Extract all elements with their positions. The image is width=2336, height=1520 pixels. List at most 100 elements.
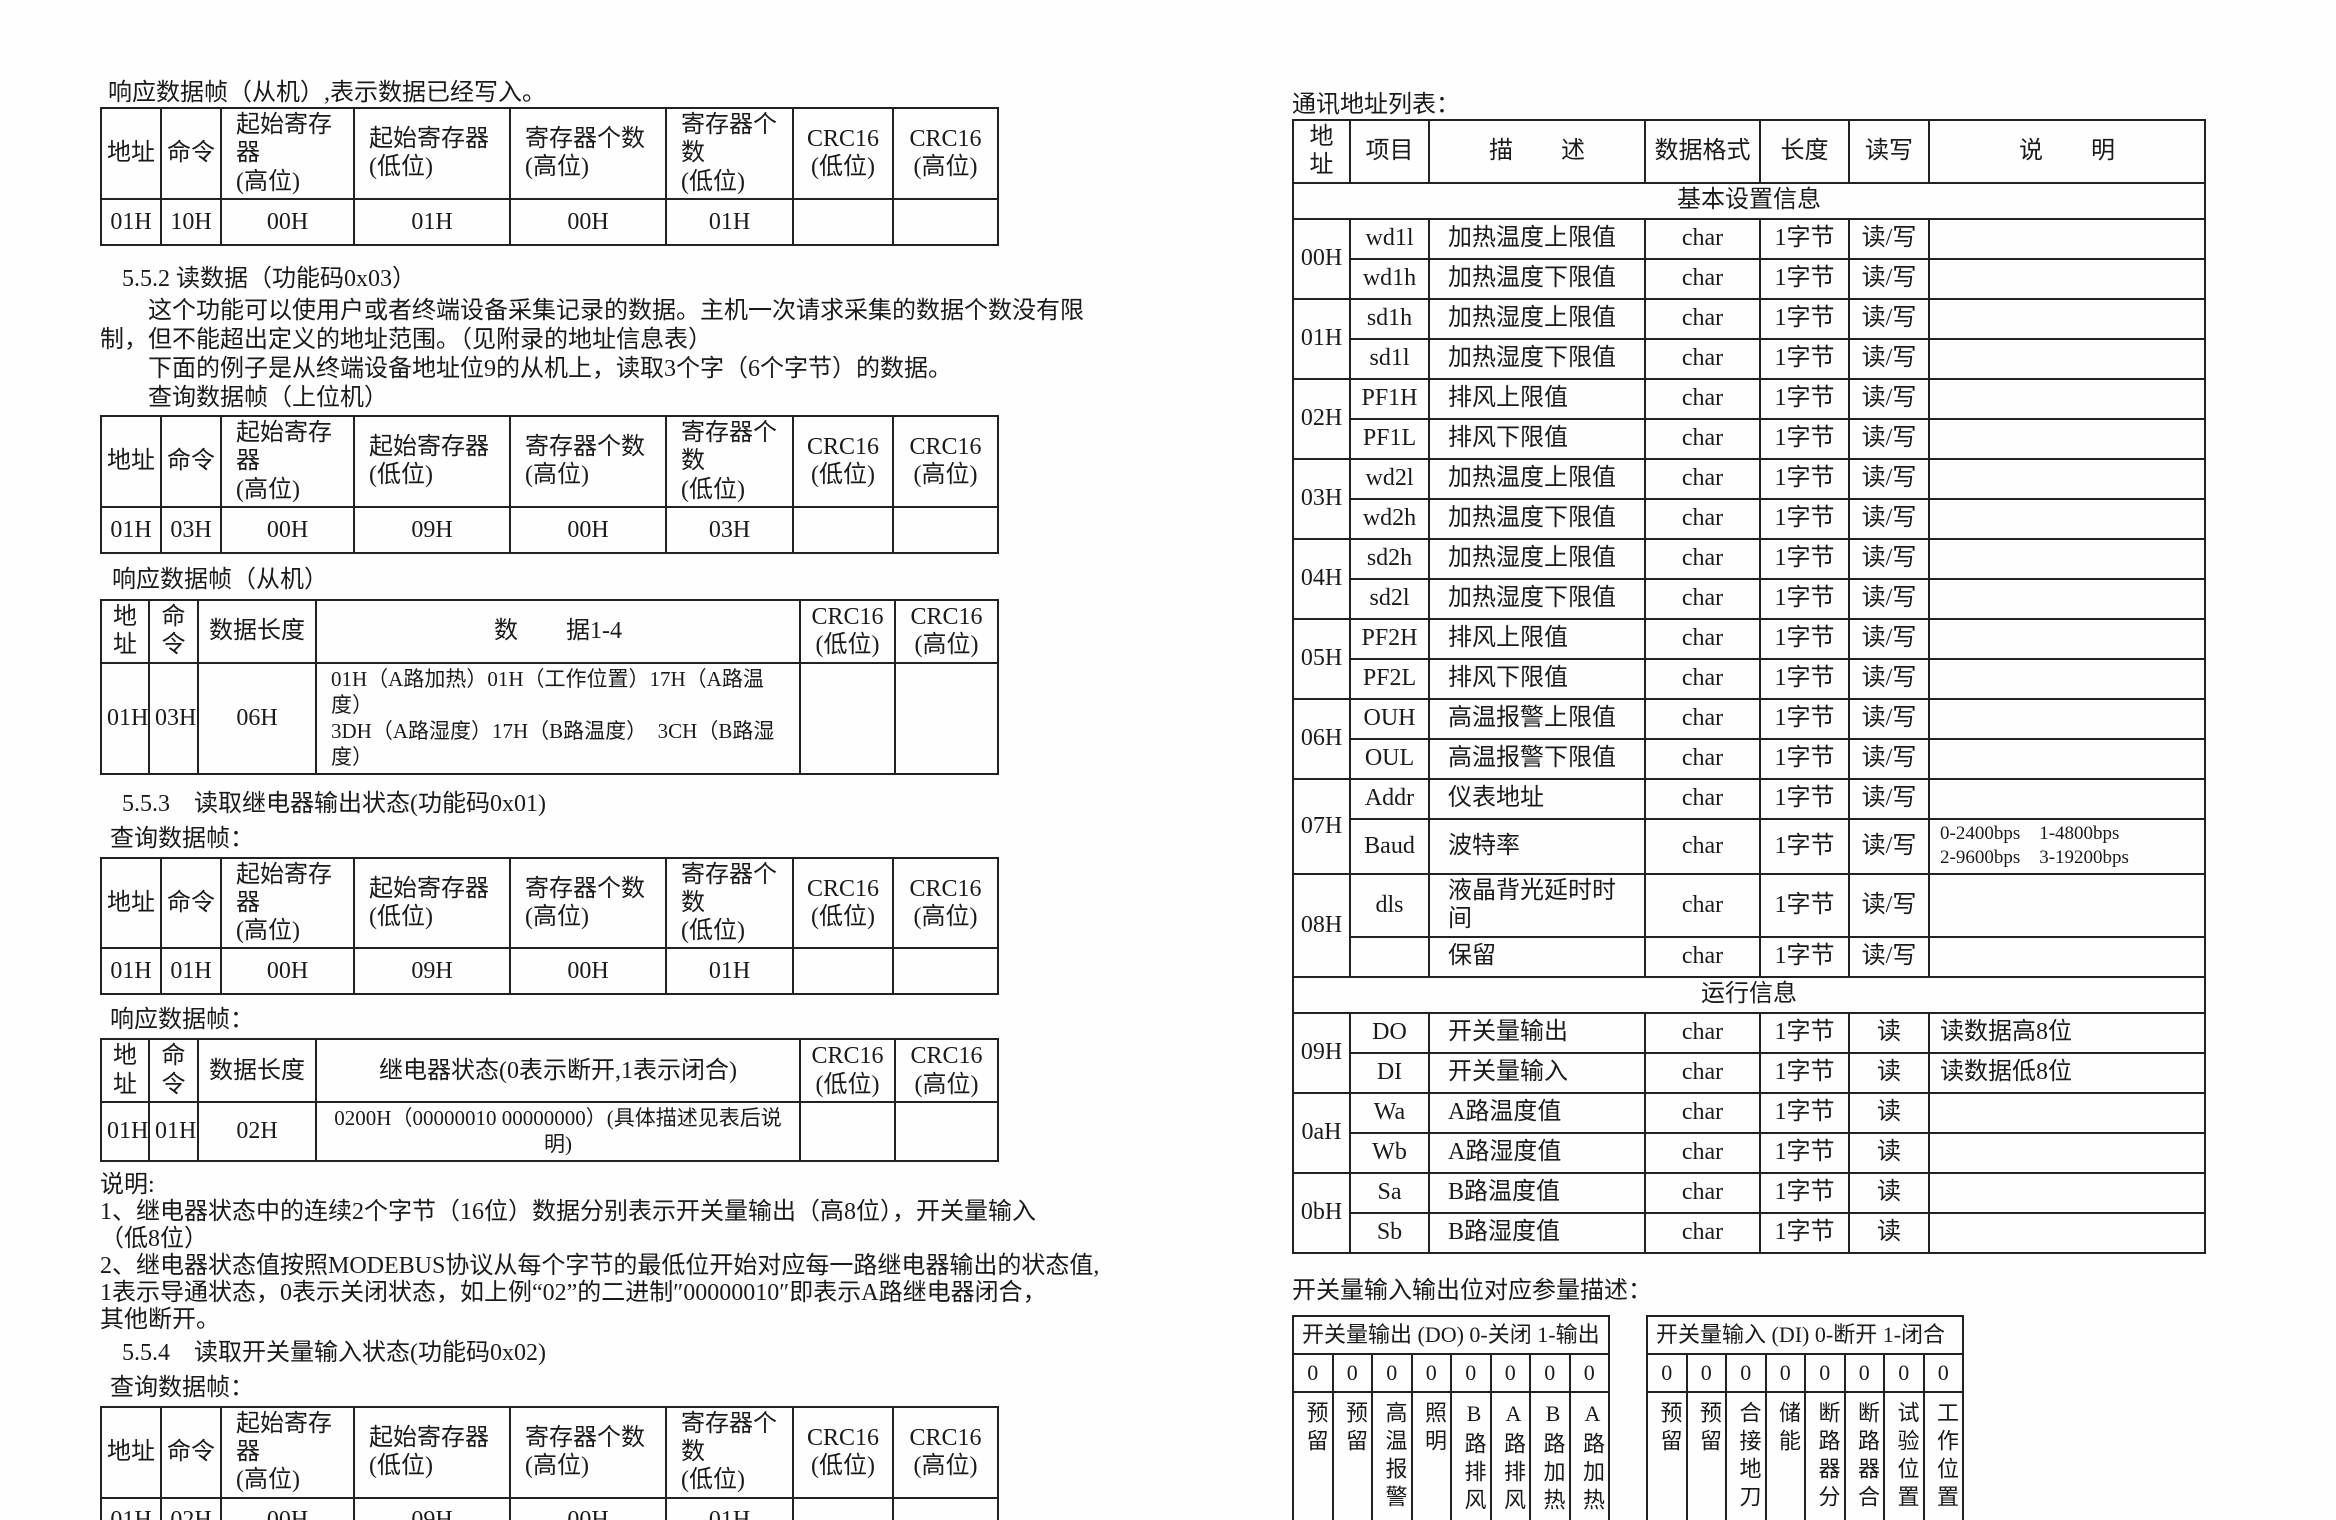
table-cell: CRC16 (低位)	[799, 598, 896, 664]
table-cell: 0	[1646, 1352, 1688, 1393]
table-cell: 10H	[160, 197, 222, 246]
table-cell	[892, 505, 999, 554]
table-cell: char	[1644, 457, 1761, 500]
table-cell: 0-2400bps 1-4800bps 2-9600bps 3-19200bps	[1928, 817, 2206, 876]
table-cell: 地址	[100, 856, 162, 950]
table-cell: CRC16 (高位)	[892, 856, 999, 950]
table-cell: char	[1644, 257, 1761, 300]
bits-caption: 开关量输入输出位对应参量描述：	[1292, 1277, 1652, 1304]
table-cell: 1字节	[1759, 935, 1850, 978]
table-cell	[1928, 657, 2206, 700]
table-row: 08H dls 液晶背光延时时间 char 1字节 读/写	[1292, 873, 2206, 978]
table-cell: 地址	[1292, 119, 1351, 184]
table-cell	[1928, 1131, 2206, 1174]
table-cell: B路温度值	[1428, 1171, 1646, 1214]
note-553: 说明: 1、继电器状态中的连续2个字节（16位）数据分别表示开关量输出（高8位）…	[100, 1171, 1100, 1333]
table-cell	[1928, 457, 2206, 500]
table-cell: 起始寄存器 (低位)	[353, 1405, 511, 1499]
digital-output-bit-table: 开关量输出 (DO) 0-关闭 1-输出 0 0 0 0 0 0 0 0 预留 预留 高温报警 照明 B路…	[1292, 1314, 1610, 1520]
table-cell: B路湿度值	[1428, 1211, 1646, 1254]
table-cell: 排风上限值	[1428, 617, 1646, 660]
table-cell: 描 述	[1428, 119, 1646, 184]
table-cell: Wa	[1349, 1091, 1430, 1134]
table-cell: 01H（A路加热）01H（工作位置）17H（A路温度） 3DH（A路湿度）17H…	[315, 661, 801, 775]
table-cell: 1字节	[1759, 777, 1850, 820]
table-cell: 0	[1843, 1352, 1885, 1393]
table-cell: 00H	[509, 197, 667, 246]
table-row: 07H Addr 仪表地址 char 1字节 读/写	[1292, 777, 2206, 876]
section-title-552: 5.5.2 读数据（功能码0x03）	[122, 265, 416, 292]
table-cell: 00H	[220, 1496, 355, 1520]
table-cell: char	[1644, 1051, 1761, 1094]
table-cell: char	[1644, 1211, 1761, 1254]
table-cell: char	[1644, 577, 1761, 620]
table-cell: char	[1644, 697, 1761, 740]
table-cell	[1928, 217, 2206, 260]
table-cell: 寄存器个数 (高位)	[509, 414, 667, 508]
table-cell: OUL	[1349, 737, 1430, 780]
table-cell: 高温报警上限值	[1428, 697, 1646, 740]
table-cell: 01H	[665, 197, 794, 246]
table-cell: 03H	[148, 661, 199, 775]
table-cell	[1928, 417, 2206, 460]
table-cell: 1字节	[1759, 457, 1850, 500]
table-row: 05H PF2H 排风上限值 char 1字节 读/写	[1292, 617, 2206, 700]
table-cell: 加热湿度上限值	[1428, 537, 1646, 580]
table-cell: 预留	[1292, 1390, 1334, 1520]
table-cell: 开关量输出 (DO) 0-关闭 1-输出	[1292, 1314, 1610, 1355]
table-row: 地址 命令 起始寄存器 (高位) 起始寄存器 (低位) 寄存器个数 (高位) 寄存器个数 …	[100, 414, 999, 508]
table-cell: CRC16 (高位)	[892, 107, 999, 200]
table-row: Sb B路湿度值 char 1字节读	[1293, 1211, 2206, 1254]
table-row: 09H DO 开关量输出 char 1字节读读数据高8位	[1292, 1011, 2206, 1094]
table-row: 01H 03H 00H 09H 00H 03H	[100, 505, 999, 554]
table-cell: char	[1644, 337, 1761, 380]
address-list-caption: 通讯地址列表：	[1292, 92, 1460, 118]
table-row: 地址 命令 起始寄存器 (高位) 起始寄存器 (低位) 寄存器个数 (高位) 寄存器个数 …	[100, 856, 999, 950]
table-cell: Sa	[1349, 1171, 1430, 1214]
table-cell: 1字节	[1759, 697, 1850, 740]
table-cell: 02H	[160, 1496, 222, 1520]
table-cell: 起始寄存器 (低位)	[353, 856, 511, 950]
table-cell: 00H	[220, 505, 355, 554]
table-cell: 03H	[665, 505, 794, 554]
table-cell: 加热温度上限值	[1428, 457, 1646, 500]
table-cell: 数据长度	[197, 1038, 317, 1104]
table-cell: 读	[1848, 1091, 1930, 1134]
table-cell: OUH	[1349, 697, 1430, 740]
table-cell: 储能	[1764, 1390, 1806, 1520]
table-cell: CRC16 (高位)	[892, 414, 999, 508]
table-cell: 加热温度下限值	[1428, 497, 1646, 540]
table-cell	[894, 661, 999, 775]
table-cell: char	[1644, 1091, 1761, 1134]
table-cell: 05H	[1292, 617, 1351, 700]
table-row: 06H OUH 高温报警上限值 char 1字节 读/写	[1292, 697, 2206, 780]
table-cell	[892, 197, 999, 246]
table-cell: 1字节	[1759, 1171, 1850, 1214]
table-row: 地址 项目描 述数据格式 长度 读写说 明	[1292, 119, 2206, 184]
table-cell: 读/写	[1848, 617, 1930, 660]
table-row: 运行信息	[1292, 975, 2206, 1014]
table-row: 地址 命令 数据长度数 据1-4 CRC16 (低位) CRC16 (高位)	[100, 598, 999, 664]
table-row: 01H 01H 02H 0200H（00000010 00000000）(具体描述见表…	[100, 1101, 999, 1162]
table-cell: 04H	[1292, 537, 1351, 620]
table-row: wd1h 加热温度下限值 char 1字节 读/写	[1293, 257, 2206, 300]
table-row: 地址 命令 起始寄存器 (高位) 起始寄存器 (低位) 寄存器个数 (高位) 寄存器个数 …	[100, 1405, 999, 1499]
query-caption-554: 查询数据帧：	[110, 1374, 254, 1401]
table-cell: 读/写	[1848, 257, 1930, 300]
table-cell: 仪表地址	[1428, 777, 1646, 820]
table-cell: 起始寄存器 (高位)	[220, 856, 355, 950]
table-cell: 工作位置	[1922, 1390, 1964, 1520]
table-cell: 加热湿度下限值	[1428, 577, 1646, 620]
table-cell: 1字节	[1759, 217, 1850, 260]
table-cell	[1928, 257, 2206, 300]
table-cell: 0	[1922, 1352, 1964, 1393]
table-cell: 09H	[353, 1496, 511, 1520]
table-row: 01H 03H 06H 01H（A路加热）01H（工作位置）17H（A路温度） 3DH…	[100, 661, 999, 775]
table-cell	[792, 947, 894, 996]
table-cell: 命令	[160, 856, 222, 950]
table-cell: 断路器合	[1843, 1390, 1885, 1520]
table-cell: 01H	[100, 505, 162, 554]
table-cell	[1928, 935, 2206, 978]
communication-address-table: 地址 项目描 述数据格式 长度 读写说 明基本设置信息 00H wd1l 加热温度上限值 ch…	[1292, 119, 2206, 1254]
